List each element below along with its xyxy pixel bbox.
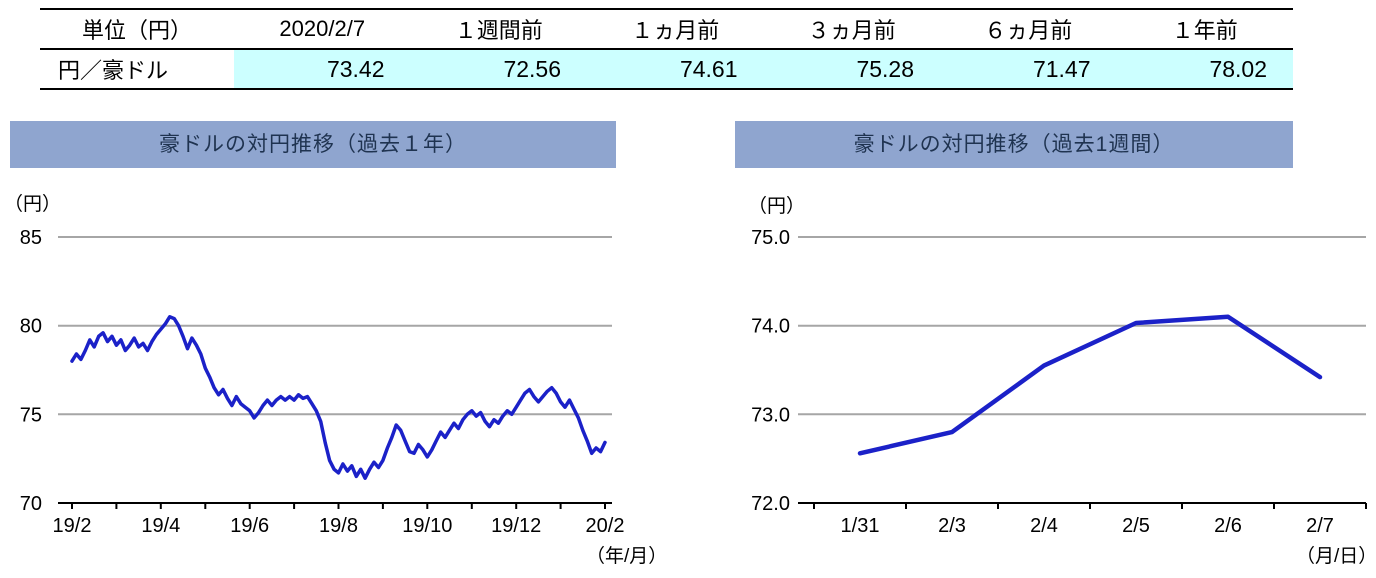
value-3m: 75.28 <box>763 49 940 89</box>
year-chart-x-unit: （年/月） <box>586 546 668 567</box>
x-tick-label: 1/31 <box>841 515 880 537</box>
table-header-6m: ６ヵ月前 <box>984 18 1073 43</box>
table-header-1w: １週間前 <box>454 18 543 43</box>
x-tick-label: 2/5 <box>1122 515 1150 537</box>
year-chart-y-unit: （円） <box>4 194 62 215</box>
x-tick-label: 20/2 <box>586 515 625 537</box>
table-header-1y: １年前 <box>1171 18 1238 43</box>
value-1y: 78.02 <box>1116 49 1293 89</box>
x-tick-label: 19/8 <box>319 515 358 537</box>
x-tick-label: 19/10 <box>402 515 452 537</box>
table-header-unit: 単位（円） <box>81 18 192 43</box>
week-chart-y-unit: （円） <box>748 196 806 217</box>
table-header-row: 単位（円） 2020/2/7 １週間前 １ヵ月前 ３ヵ月前 ６ヵ月前 １年前 <box>40 9 1293 49</box>
price-line <box>857 314 1323 456</box>
week-chart-x-unit: （月/日） <box>1296 546 1376 567</box>
row-label-jpy-aud: 円／豪ドル <box>40 49 234 89</box>
y-tick-label: 74.0 <box>751 316 790 338</box>
table-header-current: 2020/2/7 <box>279 16 366 41</box>
table-header-1m: １ヵ月前 <box>631 18 720 43</box>
x-tick-label: 2/7 <box>1306 515 1334 537</box>
y-tick-label: 70 <box>20 493 42 515</box>
y-tick-label: 75 <box>20 404 42 426</box>
x-tick-label: 2/4 <box>1030 515 1058 537</box>
week-chart: 72.0 73.0 74.0 75.0 1/31 2/3 2/4 2/5 2/6 2/7 <box>751 227 1367 537</box>
value-1m: 74.61 <box>587 49 764 89</box>
table-row: 円／豪ドル 73.42 72.56 74.61 75.28 71.47 78.0… <box>40 49 1293 89</box>
value-6m: 71.47 <box>940 49 1117 89</box>
rates-table-grid: 単位（円） 2020/2/7 １週間前 １ヵ月前 ３ヵ月前 ６ヵ月前 １年前 円… <box>40 8 1293 90</box>
x-tick-label: 19/6 <box>230 515 269 537</box>
value-1w: 72.56 <box>410 49 587 89</box>
x-tick-label: 2/3 <box>938 515 966 537</box>
y-tick-label: 73.0 <box>751 404 790 426</box>
x-tick-label: 2/6 <box>1214 515 1242 537</box>
week-chart-title: 豪ドルの対円推移（過去1週間） <box>735 121 1293 168</box>
y-tick-label: 72.0 <box>751 493 790 515</box>
x-tick-label: 19/2 <box>53 515 92 537</box>
price-line <box>70 315 607 480</box>
x-tick-label: 19/12 <box>491 515 541 537</box>
y-tick-label: 80 <box>20 316 42 338</box>
year-chart-title: 豪ドルの対円推移（過去１年） <box>10 121 616 168</box>
y-tick-label: 85 <box>20 227 42 249</box>
rates-table: 単位（円） 2020/2/7 １週間前 １ヵ月前 ３ヵ月前 ６ヵ月前 １年前 円… <box>40 8 1293 90</box>
year-chart: 70 75 80 85 19/2 19/4 19/6 19/8 19/10 19/12 20/2 <box>20 227 625 537</box>
table-header-3m: ３ヵ月前 <box>807 18 896 43</box>
x-tick-label: 19/4 <box>141 515 180 537</box>
value-current: 73.42 <box>234 49 411 89</box>
y-tick-label: 75.0 <box>751 227 790 249</box>
